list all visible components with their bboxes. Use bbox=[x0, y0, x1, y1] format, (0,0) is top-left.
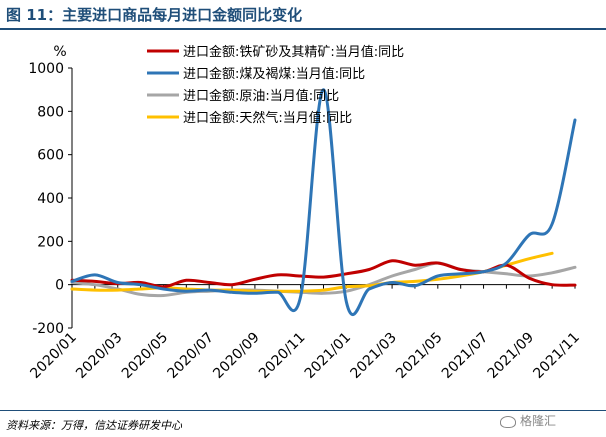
x-tick-label: 2020/11 bbox=[256, 330, 308, 382]
x-tick-label: 2021/01 bbox=[302, 330, 354, 382]
chart-title: 图 11：主要进口商品每月进口金额同比变化 bbox=[6, 6, 303, 24]
title-bar: 图 11：主要进口商品每月进口金额同比变化 bbox=[0, 0, 606, 30]
x-tick-label: 2021/07 bbox=[439, 330, 491, 382]
x-tick-label: 2021/09 bbox=[485, 330, 537, 382]
y-tick-label: 600 bbox=[37, 148, 64, 164]
x-tick-label: 2021/03 bbox=[347, 330, 399, 382]
y-tick-label: -200 bbox=[32, 321, 64, 337]
legend-entry-0: 进口金额:铁矿砂及其精矿:当月值:同比 bbox=[183, 44, 404, 60]
series-line-1 bbox=[70, 88, 577, 316]
y-tick-label: 800 bbox=[37, 104, 64, 120]
watermark: 格隆汇 bbox=[500, 412, 556, 429]
y-unit-label: % bbox=[53, 44, 66, 60]
x-tick-label: 2021/11 bbox=[530, 330, 582, 382]
x-tick-label: 2020/09 bbox=[210, 330, 262, 382]
x-tick-label: 2020/05 bbox=[119, 330, 171, 382]
y-tick-label: 200 bbox=[37, 234, 64, 250]
y-tick-label: 0 bbox=[55, 278, 64, 294]
watermark-text: 格隆汇 bbox=[520, 414, 557, 428]
source-note: 资料来源：万得，信达证券研发中心 bbox=[6, 419, 182, 432]
x-tick-label: 2020/07 bbox=[165, 330, 217, 382]
series-line-2 bbox=[70, 261, 577, 298]
y-tick-label: 400 bbox=[37, 191, 64, 207]
y-tick-label: 1000 bbox=[28, 61, 64, 77]
wechat-icon bbox=[500, 415, 516, 428]
x-tick-label: 2021/05 bbox=[393, 330, 445, 382]
chart-canvas: %-200020040060080010002020/012020/032020… bbox=[27, 44, 582, 382]
legend-entry-1: 进口金额:煤及褐煤:当月值:同比 bbox=[183, 66, 365, 82]
legend-entry-3: 进口金额:天然气:当月值:同比 bbox=[183, 110, 352, 126]
legend-entry-2: 进口金额:原油:当月值:同比 bbox=[183, 88, 339, 104]
x-tick-label: 2020/03 bbox=[73, 330, 125, 382]
bottom-rule bbox=[0, 410, 606, 411]
x-tick-label: 2020/01 bbox=[27, 330, 79, 382]
